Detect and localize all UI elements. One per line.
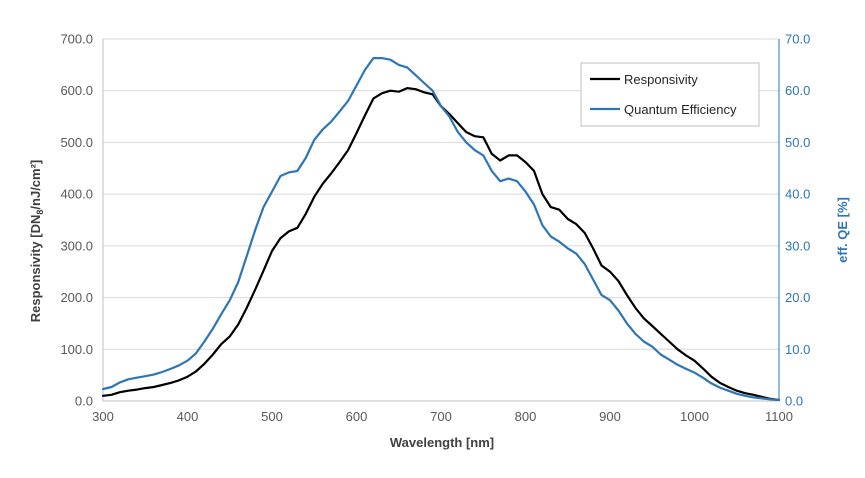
x-tick-label: 600 — [346, 409, 368, 424]
x-tick-label: 300 — [92, 409, 114, 424]
y2-tick-label: 0.0 — [785, 394, 803, 409]
series-responsivity-line — [101, 86, 781, 402]
y-axis-title: Responsivity [DN8/nJ/cm²] — [28, 160, 45, 323]
axes — [102, 39, 780, 402]
y-tick-label: 600.0 — [60, 83, 93, 98]
series-quantum-efficiency-line — [101, 56, 781, 402]
x-tick-label: 900 — [599, 409, 621, 424]
y-tick-label: 0.0 — [75, 394, 93, 409]
left-axis-ticks: 0.0 100.0 200.0 300.0 400.0 500.0 600.0 700.0 — [60, 32, 93, 409]
y2-axis-title: eff. QE [%] — [835, 197, 850, 263]
y2-tick-label: 40.0 — [785, 187, 810, 202]
x-tick-label: 800 — [515, 409, 537, 424]
legend: Responsivity Quantum Efficiency — [580, 62, 760, 127]
x-tick-label: 700 — [430, 409, 452, 424]
y2-tick-label: 20.0 — [785, 290, 810, 305]
y-tick-label: 500.0 — [60, 135, 93, 150]
y-tick-label: 200.0 — [60, 290, 93, 305]
legend-box — [580, 62, 760, 127]
x-axis-ticks: 300 400 500 600 700 800 900 1000 1100 — [92, 409, 793, 424]
y-tick-label: 700.0 — [60, 32, 93, 47]
x-tick-label: 1100 — [765, 409, 793, 424]
gridlines — [103, 38, 779, 350]
y-tick-label: 100.0 — [60, 342, 93, 357]
y2-tick-label: 60.0 — [785, 83, 810, 98]
y2-tick-label: 10.0 — [785, 342, 810, 357]
x-tick-label: 500 — [261, 409, 283, 424]
y2-tick-label: 50.0 — [785, 135, 810, 150]
legend-label-responsivity: Responsivity — [624, 72, 698, 87]
x-tick-label: 1000 — [680, 409, 709, 424]
y-tick-label: 400.0 — [60, 187, 93, 202]
right-axis-ticks: 0.0 10.0 20.0 30.0 40.0 50.0 60.0 70.0 — [785, 32, 810, 409]
series-lines — [101, 56, 781, 402]
x-axis-title: Wavelength [nm] — [390, 435, 494, 450]
y2-tick-label: 70.0 — [785, 32, 810, 47]
x-tick-label: 400 — [177, 409, 199, 424]
y2-tick-label: 30.0 — [785, 238, 810, 253]
legend-label-qe: Quantum Efficiency — [624, 102, 737, 117]
y-tick-label: 300.0 — [60, 238, 93, 253]
